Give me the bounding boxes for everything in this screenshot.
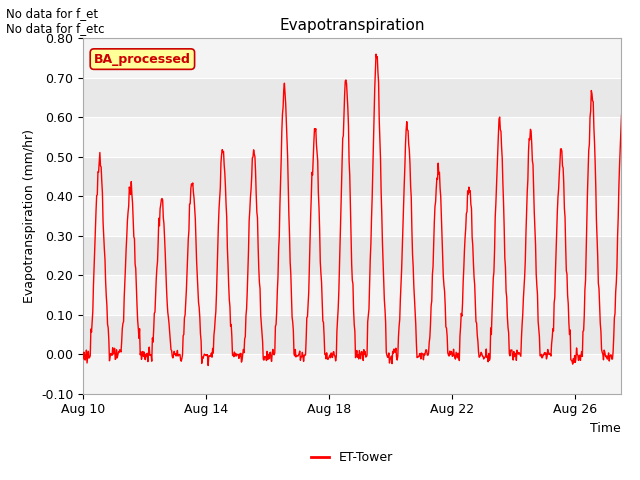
Bar <box>83 275 621 315</box>
Bar <box>83 38 621 78</box>
Bar <box>83 196 621 236</box>
Bar <box>83 117 621 157</box>
Title: Evapotranspiration: Evapotranspiration <box>279 18 425 33</box>
Y-axis label: Evapotranspiration (mm/hr): Evapotranspiration (mm/hr) <box>22 129 36 303</box>
Text: No data for f_etc: No data for f_etc <box>6 22 105 35</box>
Bar <box>83 354 621 394</box>
Legend: ET-Tower: ET-Tower <box>305 446 399 469</box>
Text: BA_processed: BA_processed <box>94 53 191 66</box>
Text: No data for f_et: No data for f_et <box>6 7 99 20</box>
X-axis label: Time: Time <box>590 422 621 435</box>
